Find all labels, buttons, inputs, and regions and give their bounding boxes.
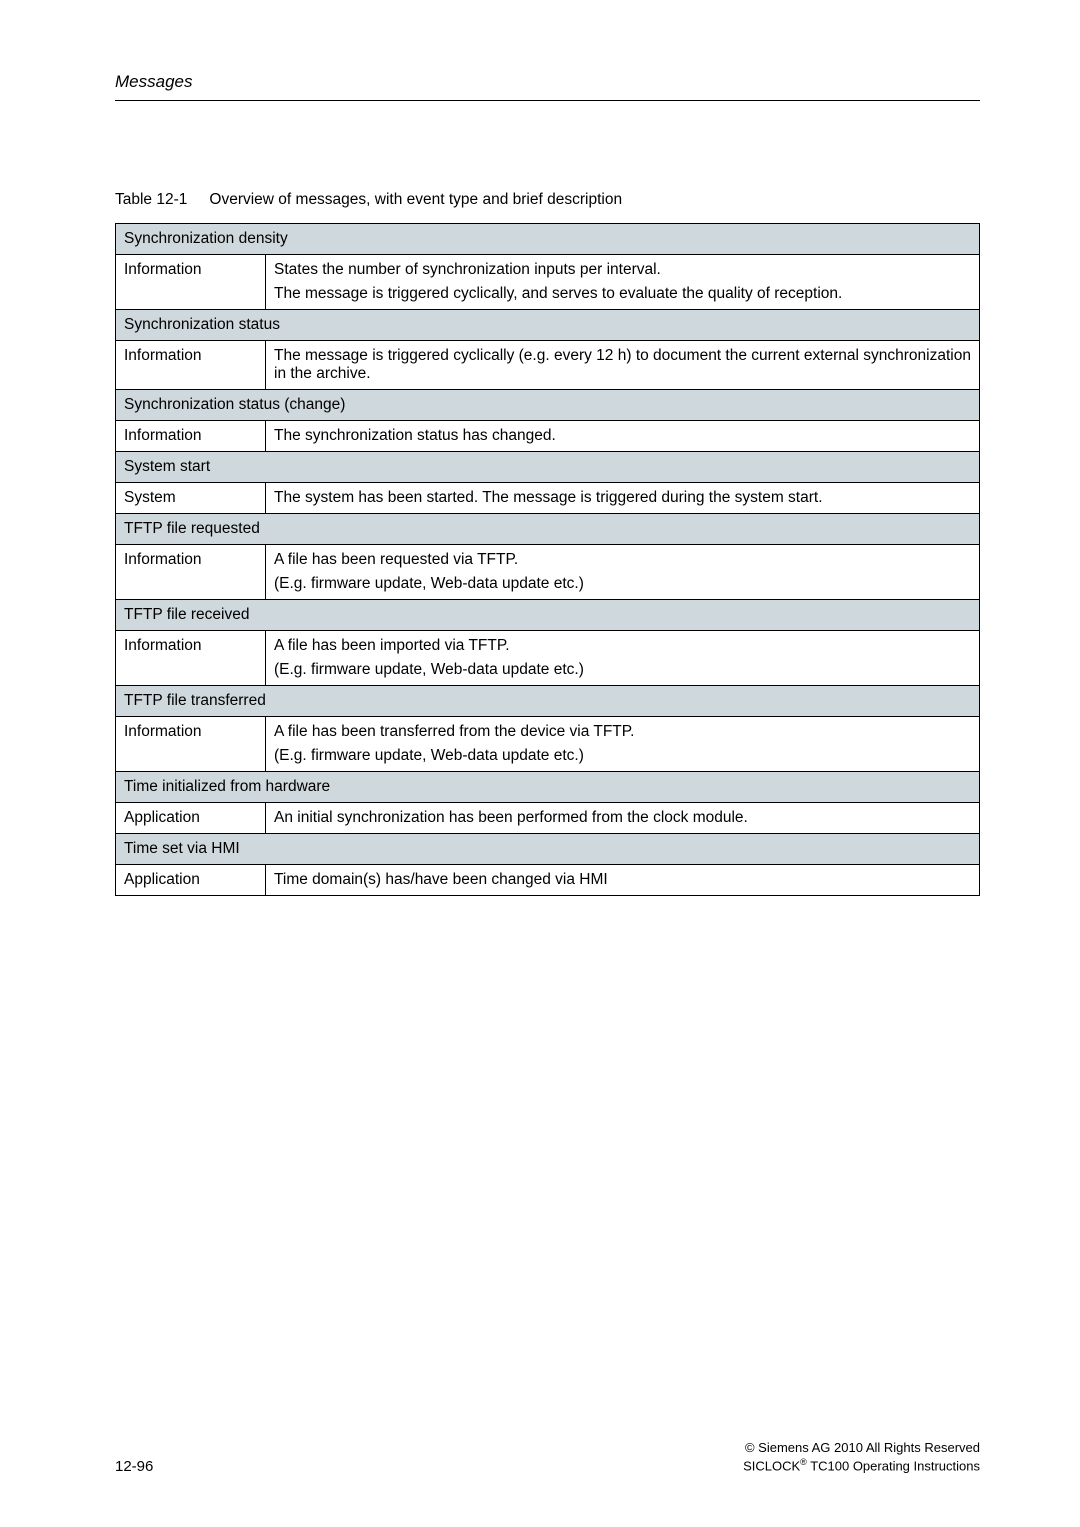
description-cell: The system has been started. The message… xyxy=(266,483,980,514)
table-row: InformationA file has been imported via … xyxy=(116,631,980,686)
section-title: TFTP file requested xyxy=(116,514,980,545)
description-line: States the number of synchronization inp… xyxy=(274,261,661,278)
table-row: InformationThe message is triggered cycl… xyxy=(116,341,980,390)
description-cell: The synchronization status has changed. xyxy=(266,421,980,452)
description-cell: The message is triggered cyclically (e.g… xyxy=(266,341,980,390)
table-row: Application An initial synchronization ha… xyxy=(116,803,980,834)
description-line: (E.g. firmware update, Web-data update e… xyxy=(274,747,971,765)
event-type-cell: System xyxy=(116,483,266,514)
footer-product-post: TC100 Operating Instructions xyxy=(807,1458,980,1473)
description-line: A file has been requested via TFTP. xyxy=(274,551,518,568)
description-line: (E.g. firmware update, Web-data update e… xyxy=(274,575,971,593)
description-line: Time domain(s) has/have been changed via… xyxy=(274,871,608,888)
description-line: A file has been transferred from the dev… xyxy=(274,723,634,740)
table-row: InformationA file has been requested via… xyxy=(116,545,980,600)
header-rule xyxy=(115,100,980,101)
table-caption-text: Overview of messages, with event type an… xyxy=(209,191,622,208)
event-type-cell: Application xyxy=(116,803,266,834)
footer-right: © Siemens AG 2010 All Rights Reserved SI… xyxy=(743,1439,980,1475)
description-cell: A file has been imported via TFTP. (E.g. … xyxy=(266,631,980,686)
section-title: Synchronization status (change) xyxy=(116,390,980,421)
table-number: Table 12-1 xyxy=(115,191,187,208)
table-section-header: System start xyxy=(116,452,980,483)
event-type-cell: Application xyxy=(116,865,266,896)
running-head: Messages xyxy=(115,72,980,92)
table-row: Information A file has been transferred f… xyxy=(116,717,980,772)
description-line: An initial synchronization has been perf… xyxy=(274,809,748,826)
description-line: (E.g. firmware update, Web-data update e… xyxy=(274,661,971,679)
registered-icon: ® xyxy=(800,1457,807,1467)
event-type-cell: Information xyxy=(116,717,266,772)
description-cell: Time domain(s) has/have been changed via… xyxy=(266,865,980,896)
page-number: 12-96 xyxy=(115,1458,153,1475)
event-type-cell: Information xyxy=(116,421,266,452)
event-type-cell: Information xyxy=(116,341,266,390)
description-cell: A file has been transferred from the dev… xyxy=(266,717,980,772)
section-title: TFTP file received xyxy=(116,600,980,631)
description-line: The system has been started. The message… xyxy=(274,489,823,506)
table-section-header: Time initialized from hardware xyxy=(116,772,980,803)
event-type-cell: Information xyxy=(116,545,266,600)
section-title: Synchronization density xyxy=(116,224,980,255)
section-title: System start xyxy=(116,452,980,483)
footer-copyright: © Siemens AG 2010 All Rights Reserved xyxy=(743,1439,980,1457)
description-line: The synchronization status has changed. xyxy=(274,427,556,444)
section-title: Time set via HMI xyxy=(116,834,980,865)
description-cell: An initial synchronization has been perf… xyxy=(266,803,980,834)
event-type-cell: Information xyxy=(116,631,266,686)
table-caption: Table 12-1 Overview of messages, with eve… xyxy=(115,191,980,209)
page-footer: 12-96 © Siemens AG 2010 All Rights Reser… xyxy=(115,1439,980,1475)
footer-product: SICLOCK® TC100 Operating Instructions xyxy=(743,1456,980,1475)
table-section-header: Synchronization density xyxy=(116,224,980,255)
description-line: A file has been imported via TFTP. xyxy=(274,637,510,654)
table-section-header: Time set via HMI xyxy=(116,834,980,865)
table-section-header: TFTP file received xyxy=(116,600,980,631)
section-title: Time initialized from hardware xyxy=(116,772,980,803)
section-title: Synchronization status xyxy=(116,310,980,341)
event-type-cell: Information xyxy=(116,255,266,310)
table-row: Application Time domain(s) has/have been … xyxy=(116,865,980,896)
table-section-header: Synchronization status xyxy=(116,310,980,341)
description-line: The message is triggered cyclically, and… xyxy=(274,285,971,303)
messages-table: Synchronization densityInformationStates… xyxy=(115,223,980,896)
table-row: Information The synchronization status ha… xyxy=(116,421,980,452)
table-row: Information States the number of synchron… xyxy=(116,255,980,310)
description-line: The message is triggered cyclically (e.g… xyxy=(274,347,971,382)
table-section-header: Synchronization status (change) xyxy=(116,390,980,421)
page: Messages Table 12-1 Overview of messages,… xyxy=(0,0,1080,946)
table-row: System The system has been started. The m… xyxy=(116,483,980,514)
table-section-header: TFTP file requested xyxy=(116,514,980,545)
footer-product-pre: SICLOCK xyxy=(743,1458,800,1473)
section-title: TFTP file transferred xyxy=(116,686,980,717)
description-cell: A file has been requested via TFTP. (E.g.… xyxy=(266,545,980,600)
table-section-header: TFTP file transferred xyxy=(116,686,980,717)
description-cell: States the number of synchronization inp… xyxy=(266,255,980,310)
